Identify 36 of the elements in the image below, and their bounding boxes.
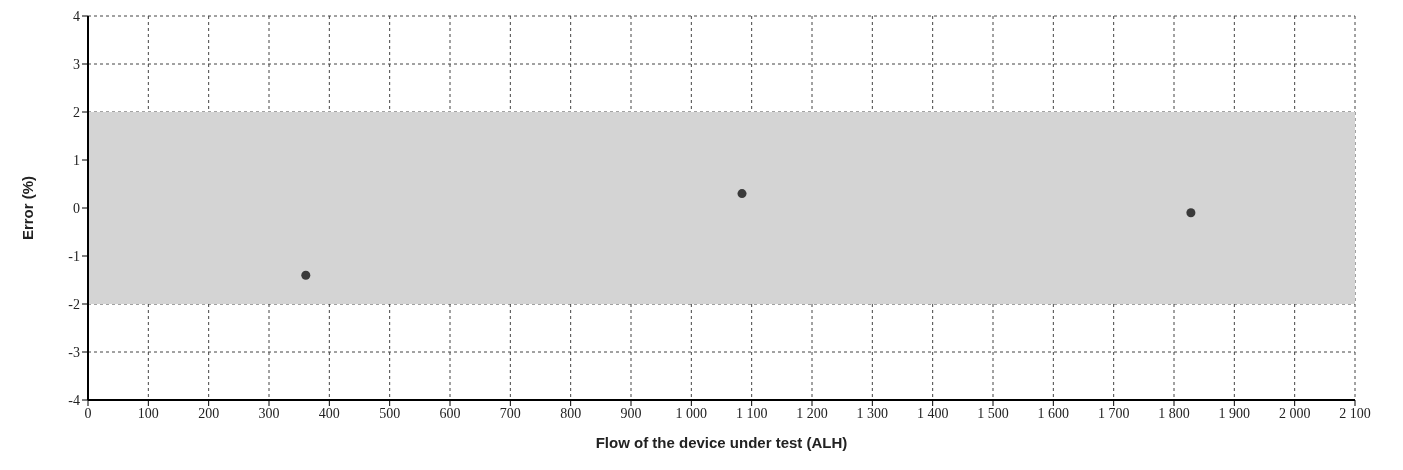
x-tick-label: 100 [137,405,159,421]
x-tick-label: 1 900 [1218,405,1251,421]
y-axis-title: Error (%) [19,175,37,241]
x-tick-label: 1 000 [675,405,708,421]
x-tick-label: 1 300 [856,405,889,421]
y-tick-label: -1 [68,248,80,264]
x-tick-label: 1 200 [796,405,828,421]
x-tick-label: 200 [198,405,220,421]
point [737,189,747,199]
x-tick-label: 1 600 [1037,405,1070,421]
x-axis-title: Flow of the device under test (ALH) [595,434,848,451]
x-tick-label: 800 [560,405,582,421]
x-tick-label: 0 [84,405,92,421]
x-tick-label: 900 [620,405,642,421]
y-tick-label: -3 [68,344,80,360]
x-tick-label: 1 800 [1158,405,1190,421]
y-tick-label: 4 [73,8,80,24]
x-tick-label: 1 100 [735,405,768,421]
x-tick-label: 1 400 [916,405,949,421]
point [301,270,311,280]
x-tick-label: 2 000 [1278,405,1311,421]
y-tick-label: -4 [68,392,80,408]
point [1186,208,1196,218]
x-tick-label: 2 100 [1339,405,1371,421]
y-tick-label: 0 [73,200,80,216]
x-tick-label: 1 700 [1097,405,1130,421]
y-tick-label: -2 [68,296,80,312]
y-tick-label: 1 [73,152,80,168]
x-tick-label: 500 [379,405,401,421]
x-tick-label: 700 [499,405,521,421]
x-tick-label: 1 500 [977,405,1009,421]
y-tick-label: 3 [73,56,80,72]
x-tick-label: 300 [258,405,280,421]
x-tick-label: 400 [318,405,340,421]
y-tick-label: 2 [73,104,80,120]
x-tick-label: 600 [439,405,461,421]
